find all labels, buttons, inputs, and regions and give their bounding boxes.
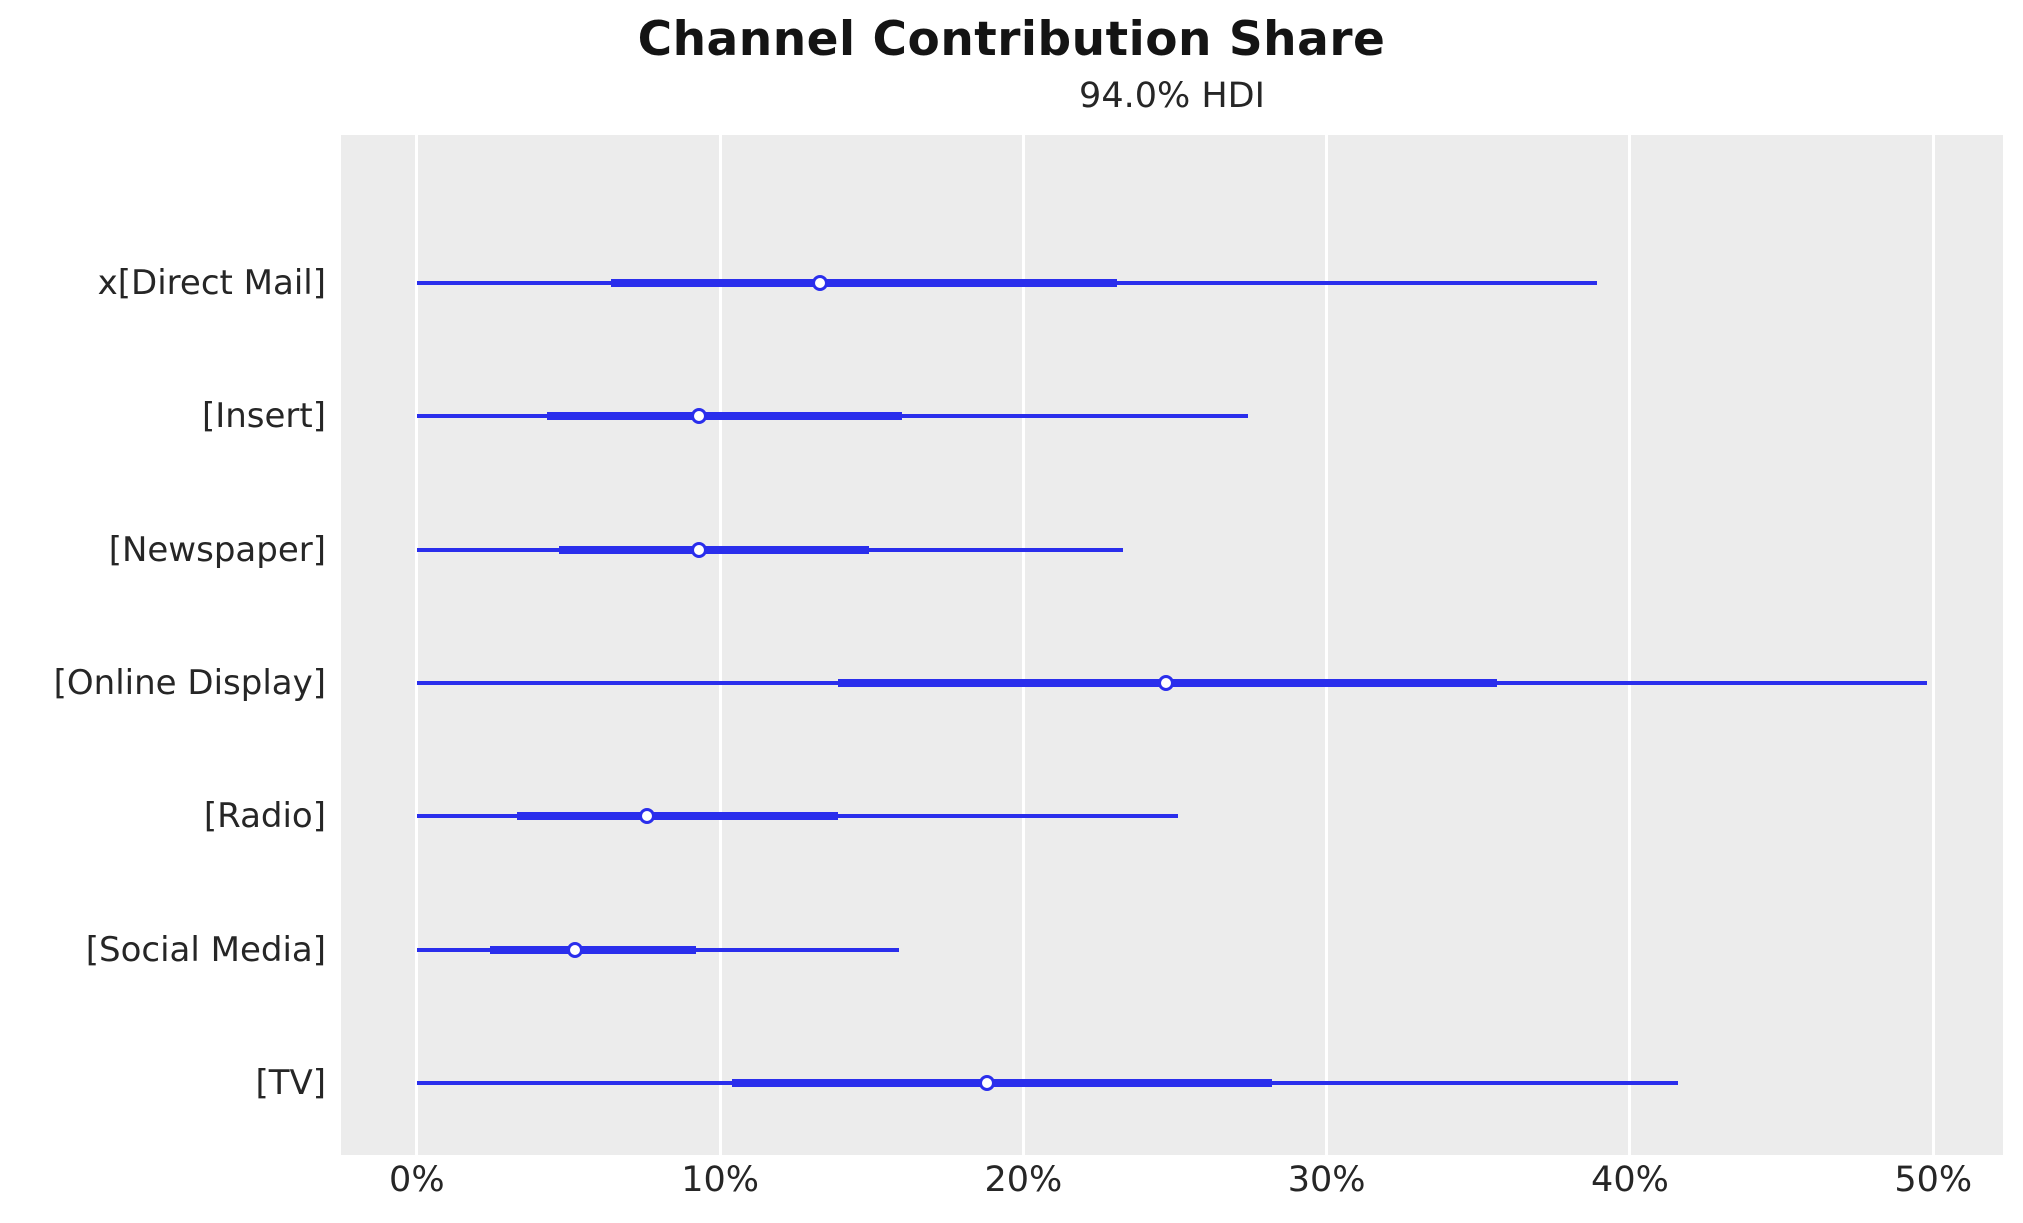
- y-tick-label-x-direct-mail: x[Direct Mail]: [97, 263, 326, 303]
- iqr-line-x-direct-mail: [610, 279, 1118, 287]
- x-axis-labels: 0% 10% 20% 30% 40% 50%: [341, 1160, 2003, 1210]
- iqr-line-insert: [547, 412, 903, 421]
- chart-subtitle-hdi: 94.0% HDI: [1079, 76, 1265, 116]
- gridline-20: [1021, 135, 1025, 1155]
- x-tick-label-40: 40%: [1591, 1160, 1669, 1200]
- y-tick-label-newspaper: [Newspaper]: [108, 529, 326, 570]
- x-tick-label-30: 30%: [1287, 1160, 1366, 1200]
- median-marker-insert: [690, 408, 707, 425]
- x-tick-label-50: 50%: [1894, 1160, 1973, 1200]
- chart-title: Channel Contribution Share: [637, 12, 1386, 67]
- y-tick-label-radio: [Radio]: [203, 796, 326, 837]
- gridline-10: [718, 135, 722, 1155]
- gridline-50: [1931, 135, 1935, 1155]
- gridline-40: [1628, 135, 1632, 1155]
- median-marker-newspaper: [690, 541, 707, 558]
- x-tick-label-0: 0%: [389, 1160, 445, 1200]
- x-tick-label-20: 20%: [984, 1160, 1063, 1200]
- iqr-line-tv: [732, 1079, 1273, 1087]
- gridline-0: [415, 135, 419, 1155]
- x-tick-label-10: 10%: [681, 1160, 759, 1200]
- y-tick-label-tv: [TV]: [255, 1063, 326, 1103]
- iqr-line-radio: [516, 812, 839, 821]
- plot-area: [341, 135, 2003, 1155]
- median-marker-x-direct-mail: [812, 275, 829, 291]
- median-marker-radio: [639, 808, 656, 825]
- y-tick-label-online-display: [Online Display]: [53, 663, 326, 703]
- y-tick-label-social-media: [Social Media]: [85, 929, 326, 970]
- median-marker-online-display: [1157, 675, 1174, 691]
- gridline-30: [1325, 135, 1329, 1155]
- iqr-line-social-media: [489, 945, 696, 954]
- y-axis-labels: x[Direct Mail] [Insert] [Newspaper] [Online…: [0, 135, 326, 1155]
- median-marker-tv: [978, 1075, 995, 1091]
- y-tick-label-insert: [Insert]: [201, 396, 326, 437]
- iqr-line-newspaper: [559, 545, 869, 554]
- median-marker-social-media: [566, 941, 583, 958]
